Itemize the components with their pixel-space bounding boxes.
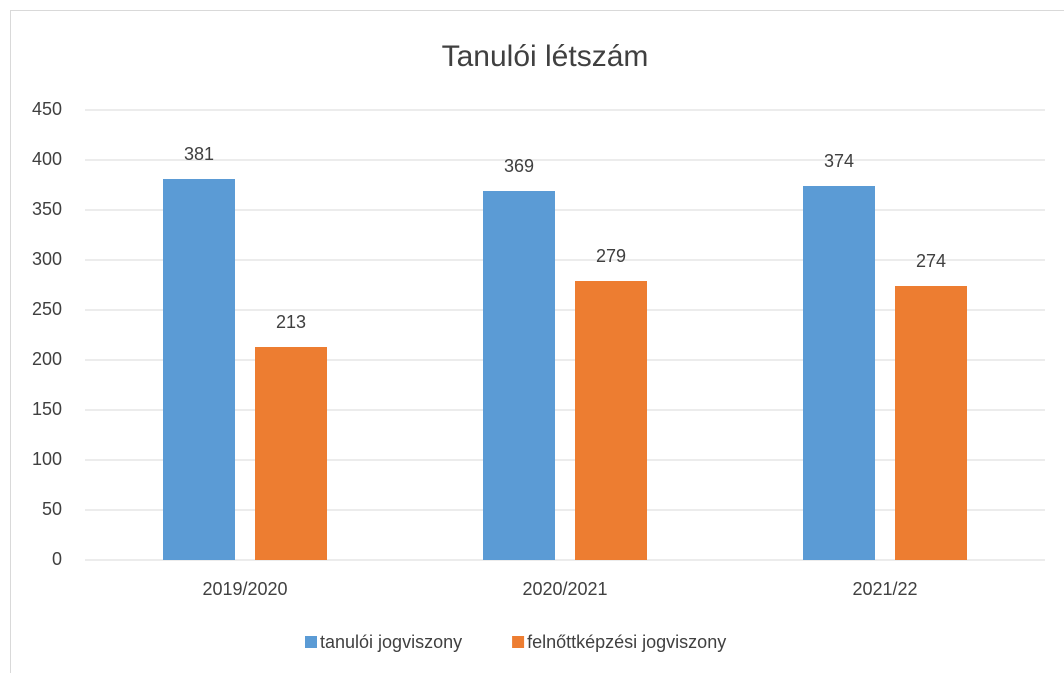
y-tick-label: 100	[32, 449, 62, 469]
x-tick-label: 2020/2021	[522, 579, 607, 599]
bar	[575, 281, 647, 560]
y-tick-label: 400	[32, 149, 62, 169]
y-tick-label: 50	[42, 499, 62, 519]
data-label: 279	[596, 246, 626, 266]
data-label: 381	[184, 144, 214, 164]
bar	[163, 179, 235, 560]
y-tick-label: 300	[32, 249, 62, 269]
y-tick-label: 0	[52, 549, 62, 569]
legend-label: tanulói jogviszony	[320, 632, 462, 652]
y-tick-label: 200	[32, 349, 62, 369]
y-tick-label: 350	[32, 199, 62, 219]
y-tick-label: 250	[32, 299, 62, 319]
bar	[483, 191, 555, 560]
x-tick-label: 2021/22	[852, 579, 917, 599]
legend-swatch	[512, 636, 525, 648]
data-label: 213	[276, 312, 306, 332]
bar	[803, 186, 875, 560]
y-tick-label: 450	[32, 99, 62, 119]
bar	[895, 286, 967, 560]
data-label: 274	[916, 251, 946, 271]
x-tick-label: 2019/2020	[202, 579, 287, 599]
data-label: 374	[824, 151, 854, 171]
chart-title: Tanulói létszám	[442, 40, 649, 73]
legend-label: felnőttképzési jogviszony	[527, 632, 726, 652]
legend-swatch	[305, 636, 317, 648]
y-tick-label: 150	[32, 399, 62, 419]
data-label: 369	[504, 156, 534, 176]
bar	[255, 347, 327, 560]
